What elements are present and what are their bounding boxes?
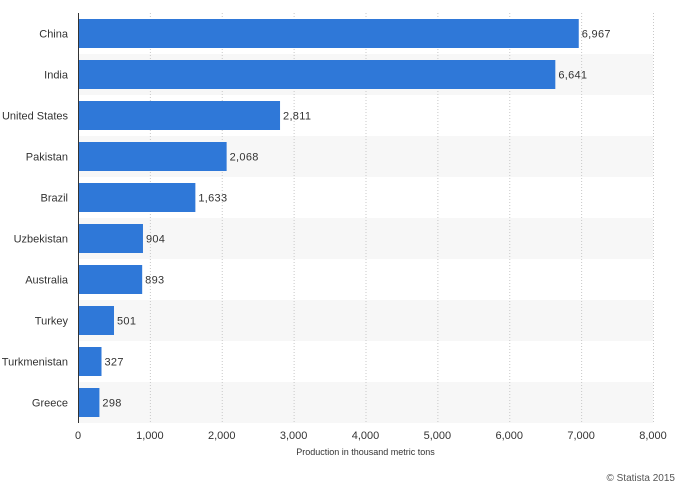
statista-credit: © Statista 2015 (606, 473, 675, 484)
category-label-turkmenistan: Turkmenistan (2, 357, 68, 369)
value-label-turkey: 501 (117, 316, 136, 328)
category-label-china: China (39, 29, 69, 41)
value-label-brazil: 1,633 (198, 193, 227, 205)
value-label-australia: 893 (145, 275, 164, 287)
x-tick-label: 6,000 (495, 430, 523, 442)
x-tick-label: 1,000 (136, 430, 164, 442)
category-label-india: India (44, 70, 69, 82)
value-label-uzbekistan: 904 (146, 234, 165, 246)
bar-australia[interactable] (78, 265, 143, 294)
category-label-australia: Australia (25, 275, 69, 287)
x-tick-label: 3,000 (280, 430, 308, 442)
category-labels: China India United States Pakistan Brazil Uzb… (2, 29, 69, 410)
x-tick-label: 2,000 (208, 430, 236, 442)
x-tick-label: 0 (75, 430, 81, 442)
bar-china[interactable] (78, 19, 579, 48)
bar-india[interactable] (78, 60, 556, 89)
category-label-greece: Greece (32, 398, 68, 410)
value-label-turkmenistan: 327 (105, 357, 124, 369)
bar-turkey[interactable] (78, 306, 115, 335)
category-label-brazil: Brazil (40, 193, 68, 205)
category-label-uzbekistan: Uzbekistan (14, 234, 68, 246)
value-labels: 6,967 6,641 2,811 2,068 1,633 904 893 501 327 298 (102, 29, 610, 410)
value-label-pakistan: 2,068 (230, 152, 259, 164)
bar-pakistan[interactable] (78, 142, 227, 171)
x-tick-label: 7,000 (567, 430, 595, 442)
category-label-pakistan: Pakistan (26, 152, 68, 164)
x-axis-title: Production in thousand metric tons (296, 447, 435, 457)
value-label-united-states: 2,811 (283, 111, 311, 123)
row-bands (78, 54, 653, 423)
bar-united-states[interactable] (78, 101, 281, 130)
category-label-united-states: United States (2, 111, 69, 123)
x-tick-label: 4,000 (352, 430, 380, 442)
value-label-greece: 298 (102, 398, 121, 410)
bar-brazil[interactable] (78, 183, 196, 212)
x-tick-label: 8,000 (639, 430, 667, 442)
gridlines (149, 13, 654, 423)
bar-greece[interactable] (78, 388, 100, 417)
category-label-turkey: Turkey (35, 316, 69, 328)
bar-uzbekistan[interactable] (78, 224, 143, 253)
bars (78, 19, 579, 417)
x-tick-labels: 0 1,000 2,000 3,000 4,000 5,000 6,000 7,000 8,00… (75, 430, 667, 442)
value-label-china: 6,967 (582, 29, 611, 41)
bar-turkmenistan[interactable] (78, 347, 102, 376)
x-tick-label: 5,000 (424, 430, 452, 442)
value-label-india: 6,641 (558, 70, 587, 82)
